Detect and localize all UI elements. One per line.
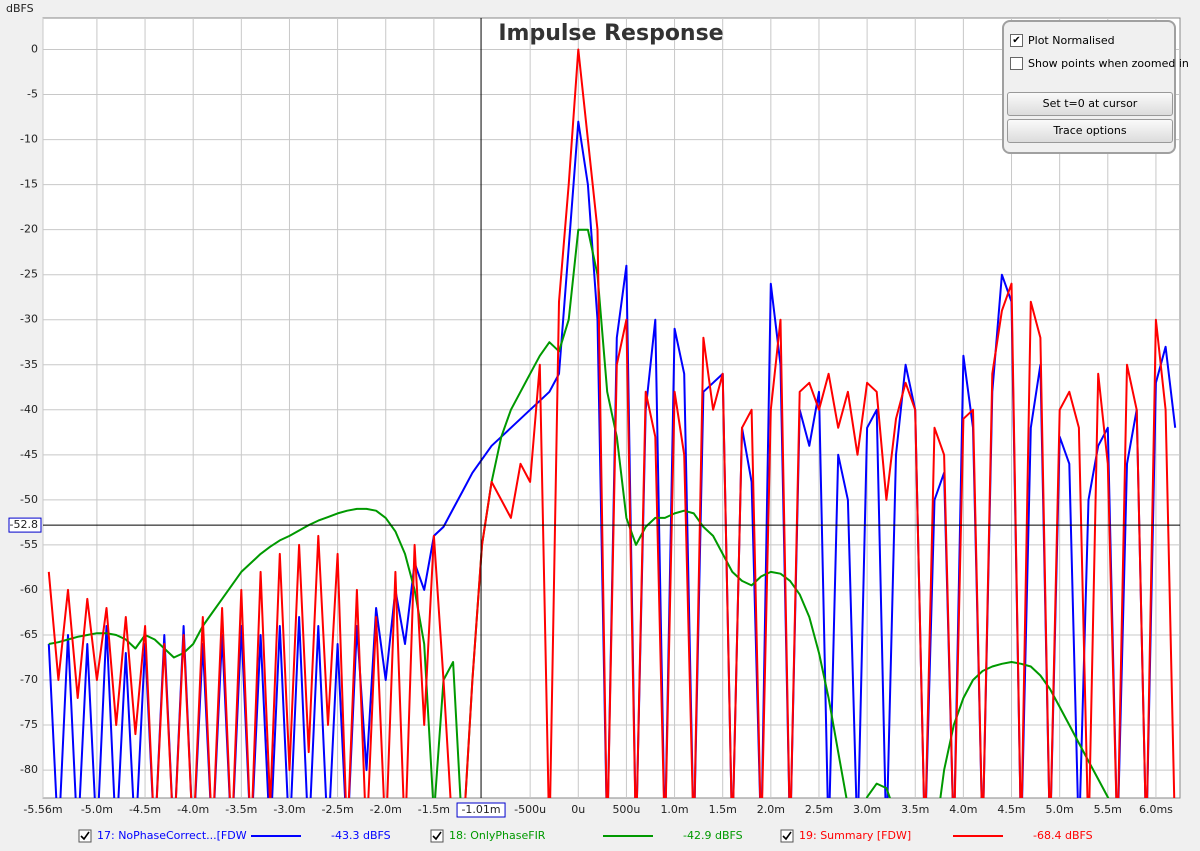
check-mark (782, 831, 792, 841)
chart-title: Impulse Response (498, 21, 723, 46)
x-tick-label: 3.5m (901, 803, 929, 816)
y-tick-label: -60 (20, 583, 38, 596)
y-tick-label: -25 (20, 268, 38, 281)
x-tick-label: 1.5m (709, 803, 737, 816)
x-tick-label: 500u (612, 803, 640, 816)
y-tick-label: -80 (20, 763, 38, 776)
y-tick-label: -30 (20, 313, 38, 326)
y-tick-label: -50 (20, 493, 38, 506)
x-tick-label: 3.0m (853, 803, 881, 816)
control-panel: ✔ Plot Normalised Show points when zoome… (1002, 20, 1189, 154)
legend-label: 17: NoPhaseCorrect...[FDW (97, 829, 247, 842)
x-tick-label: -3.0m (273, 803, 305, 816)
y-tick-label: -5 (27, 88, 38, 101)
legend-checkbox (780, 829, 794, 843)
y-tick-label: -70 (20, 673, 38, 686)
legend-label: 19: Summary [FDW] (799, 829, 911, 842)
x-tick-label: -5.0m (81, 803, 113, 816)
legend-readout: -42.9 dBFS (683, 829, 743, 842)
x-tick-label: -4.5m (129, 803, 161, 816)
checkbox-label: Plot Normalised (1028, 34, 1115, 47)
x-tick-label: 0u (571, 803, 585, 816)
cursor-y-box (8, 517, 42, 533)
x-tick-label: -5.56m (23, 803, 62, 816)
y-tick-label: -75 (20, 718, 38, 731)
y-tick-label: -10 (20, 133, 38, 146)
cursor-x-box (456, 802, 506, 818)
check-mark (432, 831, 442, 841)
x-tick-label: -2.0m (370, 803, 402, 816)
checkbox-label: Show points when zoomed in (1028, 57, 1189, 70)
series-line (48, 228, 1110, 798)
button[interactable]: Trace options (1007, 119, 1173, 143)
series-line (47, 48, 1176, 798)
y-tick-label: -55 (20, 538, 38, 551)
x-tick-label: 2.0m (757, 803, 785, 816)
cursor-x-label: -1.01m (461, 803, 500, 816)
x-tick-label: 5.5m (1094, 803, 1122, 816)
legend-readout: -43.3 dBFS (331, 829, 391, 842)
y-tick-label: 0 (31, 43, 38, 56)
y-tick-label: -65 (20, 628, 38, 641)
y-tick-label: -40 (20, 403, 38, 416)
x-tick-label: -500u (514, 803, 546, 816)
x-tick-label: 2.5m (805, 803, 833, 816)
x-tick-label: -1.5m (418, 803, 450, 816)
y-tick-label: -20 (20, 223, 38, 236)
x-tick-label: 5.0m (1046, 803, 1074, 816)
y-tick-label: -35 (20, 358, 38, 371)
x-tick-label: -4.0m (177, 803, 209, 816)
legend-checkbox (430, 829, 444, 843)
legend-checkbox (78, 829, 92, 843)
x-tick-label: 6.0ms (1139, 803, 1173, 816)
legend-label: 18: OnlyPhaseFIR (449, 829, 546, 842)
x-tick-label: 1.0m (660, 803, 688, 816)
checkbox[interactable] (1010, 57, 1023, 70)
x-tick-label: 4.5m (997, 803, 1025, 816)
x-tick-label: 4.0m (949, 803, 977, 816)
button[interactable]: Set t=0 at cursor (1007, 92, 1173, 116)
y-tick-label: -45 (20, 448, 38, 461)
checkbox[interactable]: ✔ (1010, 34, 1023, 47)
legend-readout: -68.4 dBFS (1033, 829, 1093, 842)
y-axis-label: dBFS (6, 2, 34, 15)
cursor-y-label: -52.8 (10, 518, 38, 531)
check-mark (80, 831, 90, 841)
x-tick-label: -2.5m (322, 803, 354, 816)
x-tick-label: -3.5m (225, 803, 257, 816)
y-tick-label: -15 (20, 178, 38, 191)
